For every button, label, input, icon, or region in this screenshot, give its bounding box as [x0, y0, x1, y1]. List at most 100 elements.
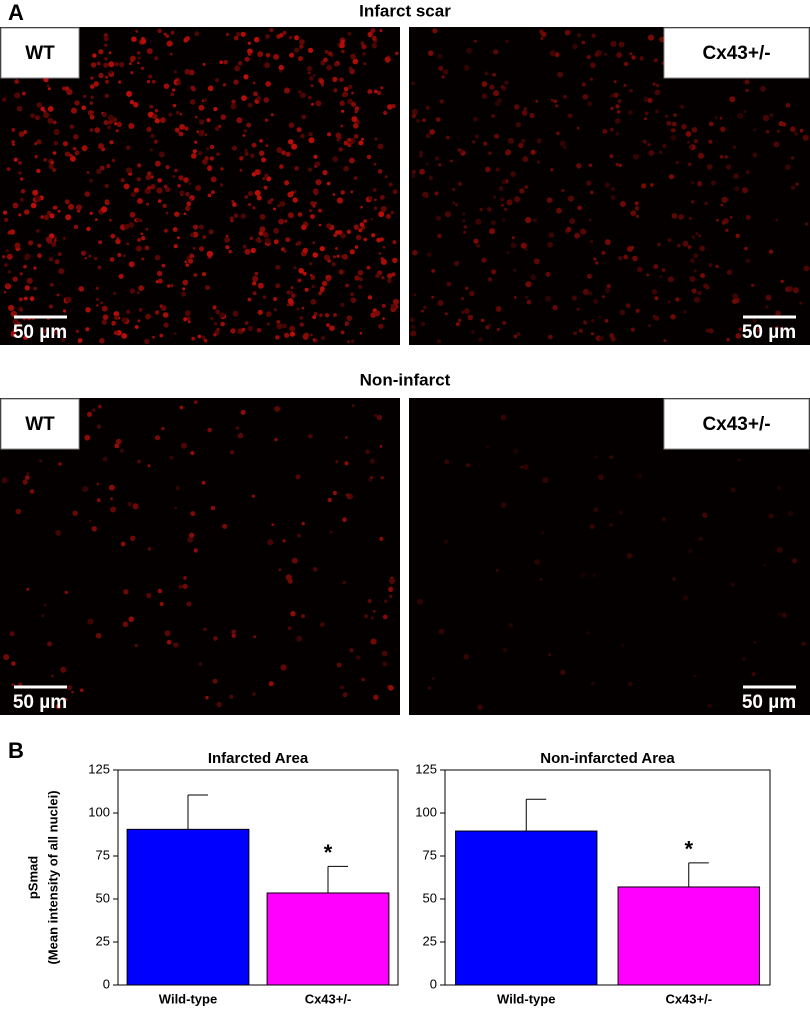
nucleus [244, 149, 248, 152]
nucleus [347, 137, 352, 143]
nucleus [283, 332, 290, 338]
nucleus [136, 217, 141, 223]
nucleus [691, 288, 697, 294]
chart-title: Non-infarcted Area [540, 750, 675, 767]
nucleus [659, 275, 663, 278]
nucleus [445, 135, 450, 140]
nucleus [93, 81, 99, 87]
nucleus [46, 84, 50, 88]
nucleus [108, 61, 115, 68]
nucleus [64, 590, 69, 595]
nucleus [164, 630, 171, 637]
nucleus [247, 52, 252, 56]
nucleus [89, 128, 94, 132]
nucleus [788, 286, 793, 292]
nucleus [273, 207, 277, 211]
nucleus [134, 325, 139, 329]
nucleus [604, 239, 611, 246]
nucleus [671, 213, 678, 219]
nucleus [614, 118, 621, 124]
nucleus [205, 285, 210, 290]
nucleus [465, 463, 470, 468]
nucleus [553, 99, 557, 104]
nucleus [488, 323, 492, 327]
nucleus [589, 77, 594, 81]
nucleus [379, 29, 383, 33]
nucleus [533, 218, 538, 223]
nucleus [617, 110, 621, 114]
nucleus [610, 40, 617, 48]
nucleus [246, 122, 252, 128]
nucleus [220, 114, 227, 120]
nucleus [745, 214, 751, 220]
nucleus [291, 143, 298, 150]
nucleus [321, 336, 325, 340]
nucleus [732, 293, 738, 300]
nucleus [411, 108, 418, 116]
nucleus [94, 127, 101, 133]
nucleus [484, 71, 489, 76]
nucleus [273, 308, 277, 312]
nucleus [155, 160, 161, 167]
nucleus [88, 254, 92, 258]
nucleus [431, 295, 435, 299]
nucleus [295, 474, 301, 480]
nucleus [320, 83, 324, 87]
nucleus [473, 238, 479, 244]
nucleus [352, 58, 359, 65]
nucleus [244, 151, 249, 156]
nucleus [725, 164, 732, 170]
nucleus [152, 335, 155, 339]
nucleus [648, 324, 651, 328]
nucleus [799, 128, 804, 133]
nucleus [74, 150, 80, 156]
nucleus [462, 212, 466, 216]
nucleus [172, 227, 178, 232]
nucleus [147, 171, 152, 176]
nucleus [370, 28, 376, 34]
nucleus [346, 229, 352, 234]
nucleus [480, 318, 485, 323]
nucleus [313, 567, 318, 572]
nucleus [787, 510, 794, 517]
nucleus [129, 62, 132, 65]
nucleus [289, 52, 295, 58]
nucleus [104, 57, 108, 61]
nucleus [613, 80, 617, 84]
nucleus [500, 502, 507, 508]
nucleus [347, 340, 351, 344]
nucleus [393, 298, 399, 305]
nucleus [273, 297, 278, 301]
nucleus [670, 129, 674, 132]
nucleus [11, 661, 16, 666]
nucleus [113, 311, 120, 317]
nucleus [254, 271, 259, 276]
nucleus [472, 140, 476, 144]
nucleus [548, 653, 552, 657]
nucleus [265, 53, 271, 58]
nucleus [618, 510, 623, 515]
nucleus [12, 143, 15, 147]
nucleus [317, 208, 323, 213]
nucleus [275, 283, 281, 289]
nucleus [275, 265, 281, 270]
nucleus [493, 49, 499, 55]
nucleus [52, 168, 56, 172]
label-box [663, 27, 810, 79]
bar [126, 828, 250, 986]
y-tick-label: 125 [88, 761, 110, 776]
nucleus [629, 88, 633, 93]
nucleus [730, 487, 736, 493]
nucleus [481, 93, 488, 99]
nucleus [473, 117, 478, 122]
nucleus [525, 217, 532, 224]
nucleus [339, 77, 344, 83]
nucleus [29, 296, 35, 302]
nucleus [659, 150, 663, 154]
nucleus [6, 283, 10, 287]
nucleus [340, 685, 344, 690]
nucleus [367, 31, 373, 38]
nucleus [455, 322, 460, 327]
nucleus [299, 322, 304, 327]
nucleus [360, 205, 363, 209]
